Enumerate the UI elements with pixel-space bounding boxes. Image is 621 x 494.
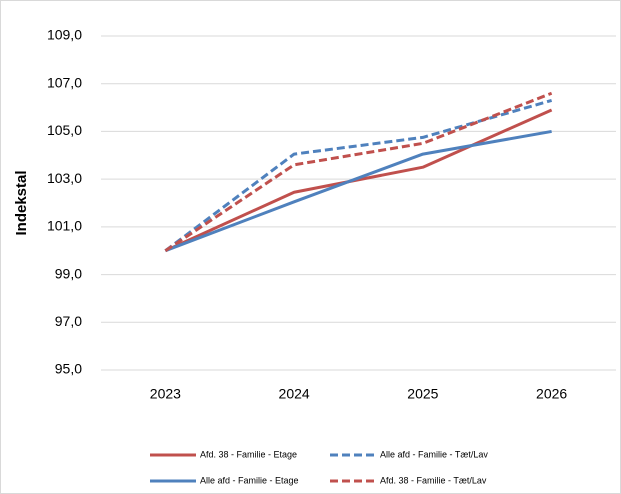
x-tick-label: 2024	[279, 386, 310, 402]
y-tick-label: 101,0	[47, 218, 82, 234]
y-axis-label: Indekstal	[13, 170, 30, 235]
y-tick-label: 103,0	[47, 170, 82, 186]
legend-label: Alle afd - Familie - Etage	[200, 475, 299, 485]
y-tick-label: 105,0	[47, 122, 82, 138]
legend-label: Afd. 38 - Familie - Tæt/Lav	[380, 475, 487, 485]
y-tick-label: 95,0	[55, 361, 82, 377]
y-tick-label: 99,0	[55, 265, 82, 281]
x-tick-label: 2025	[407, 386, 438, 402]
y-tick-label: 109,0	[47, 27, 82, 43]
y-tick-label: 107,0	[47, 74, 82, 90]
series-line	[164, 129, 552, 253]
legend-label: Alle afd - Familie - Tæt/Lav	[380, 449, 488, 459]
y-tick-label: 97,0	[55, 313, 82, 329]
x-tick-label: 2023	[150, 386, 181, 402]
series-line	[164, 108, 553, 253]
series-line	[164, 91, 553, 252]
legend-label: Afd. 38 - Familie - Etage	[200, 449, 297, 459]
x-tick-label: 2026	[536, 386, 567, 402]
